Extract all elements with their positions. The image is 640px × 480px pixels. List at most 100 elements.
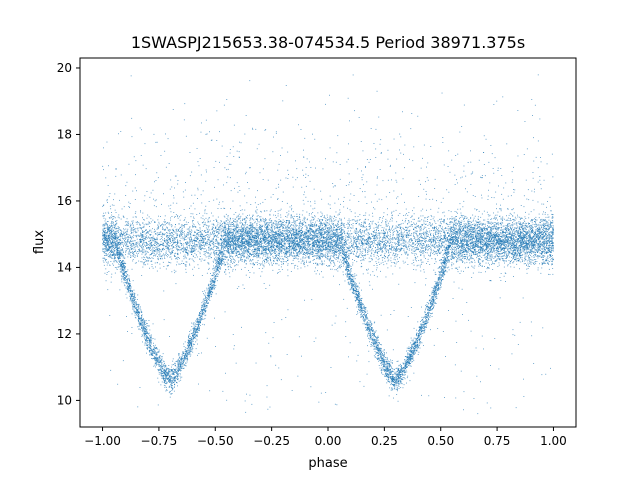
data-point bbox=[423, 228, 425, 229]
data-point bbox=[418, 330, 419, 332]
data-point bbox=[429, 237, 430, 239]
data-point bbox=[234, 226, 236, 228]
data-point bbox=[325, 247, 326, 249]
data-point bbox=[217, 223, 219, 225]
data-point bbox=[214, 245, 216, 247]
data-point bbox=[500, 245, 502, 246]
data-point bbox=[220, 257, 222, 259]
data-point bbox=[202, 310, 204, 312]
data-point bbox=[114, 246, 116, 248]
data-point bbox=[405, 242, 407, 244]
data-point bbox=[230, 251, 232, 252]
data-point bbox=[541, 242, 543, 244]
data-point bbox=[541, 225, 543, 227]
data-point bbox=[512, 253, 513, 254]
data-point bbox=[111, 248, 113, 250]
data-point bbox=[131, 237, 133, 239]
data-point bbox=[174, 381, 175, 383]
data-point bbox=[221, 253, 223, 255]
data-point bbox=[235, 232, 236, 234]
data-point bbox=[402, 362, 404, 364]
data-point bbox=[418, 351, 420, 353]
data-point bbox=[279, 271, 281, 273]
data-point bbox=[133, 234, 134, 236]
data-point bbox=[283, 245, 285, 247]
data-point bbox=[421, 263, 422, 265]
data-point bbox=[263, 219, 265, 221]
data-point bbox=[401, 368, 403, 370]
data-point bbox=[453, 263, 455, 265]
data-point bbox=[143, 321, 144, 323]
data-point bbox=[383, 245, 384, 247]
data-point bbox=[129, 247, 131, 249]
data-point bbox=[172, 240, 173, 242]
data-point bbox=[437, 289, 439, 291]
data-point bbox=[289, 254, 290, 256]
data-point bbox=[244, 241, 246, 243]
data-point bbox=[106, 224, 108, 226]
data-point bbox=[418, 334, 420, 336]
data-point bbox=[358, 303, 360, 305]
data-point bbox=[499, 238, 500, 240]
data-point bbox=[392, 388, 393, 390]
data-point bbox=[218, 259, 219, 260]
data-point bbox=[388, 362, 390, 364]
data-point bbox=[496, 228, 498, 229]
data-point bbox=[164, 367, 166, 369]
data-point bbox=[359, 253, 361, 255]
data-point bbox=[488, 248, 490, 250]
data-point bbox=[166, 236, 168, 237]
data-point bbox=[440, 245, 442, 247]
data-point bbox=[374, 237, 376, 239]
data-point bbox=[332, 260, 334, 261]
data-point bbox=[384, 242, 386, 243]
data-point bbox=[327, 233, 329, 235]
data-point bbox=[291, 222, 293, 223]
data-point bbox=[293, 258, 295, 260]
data-point bbox=[466, 226, 468, 228]
data-point bbox=[399, 378, 401, 379]
data-point bbox=[135, 243, 137, 245]
data-point bbox=[379, 242, 380, 244]
data-point bbox=[496, 236, 498, 237]
data-point bbox=[114, 226, 115, 228]
data-point bbox=[200, 231, 202, 233]
data-point bbox=[132, 301, 134, 303]
data-point bbox=[514, 242, 515, 243]
data-point bbox=[229, 219, 231, 221]
data-point bbox=[128, 241, 130, 243]
data-point bbox=[514, 254, 516, 255]
data-point bbox=[513, 218, 515, 220]
data-point bbox=[422, 261, 424, 263]
data-point bbox=[311, 234, 312, 235]
data-point bbox=[350, 281, 352, 283]
data-point bbox=[354, 300, 356, 301]
data-point bbox=[477, 227, 479, 228]
data-point bbox=[419, 326, 421, 328]
data-point bbox=[292, 232, 294, 234]
data-point bbox=[347, 256, 349, 258]
data-point bbox=[254, 228, 256, 230]
data-point bbox=[307, 252, 309, 254]
data-point bbox=[439, 259, 440, 261]
data-point bbox=[489, 227, 491, 228]
data-point bbox=[123, 233, 125, 234]
data-point bbox=[461, 235, 463, 237]
data-point bbox=[541, 232, 543, 234]
data-point bbox=[171, 364, 173, 366]
data-point bbox=[356, 245, 358, 247]
data-point bbox=[233, 249, 235, 251]
data-point bbox=[278, 250, 279, 251]
data-point bbox=[103, 234, 105, 236]
data-point bbox=[298, 248, 300, 250]
data-point bbox=[148, 247, 150, 249]
data-point bbox=[521, 246, 523, 248]
data-point bbox=[309, 262, 311, 263]
data-point bbox=[350, 237, 352, 239]
data-point bbox=[439, 286, 441, 288]
data-point bbox=[210, 282, 212, 284]
data-point bbox=[504, 258, 506, 259]
data-point bbox=[327, 237, 329, 239]
data-point bbox=[127, 277, 129, 279]
data-point bbox=[452, 221, 454, 223]
